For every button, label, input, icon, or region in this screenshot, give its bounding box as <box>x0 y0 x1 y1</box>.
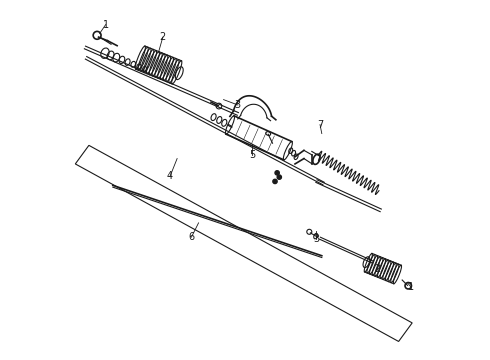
Text: 6: 6 <box>188 232 195 242</box>
Text: 3: 3 <box>314 234 319 244</box>
Text: 2: 2 <box>160 32 166 42</box>
Text: 1: 1 <box>102 19 109 30</box>
Circle shape <box>273 179 277 184</box>
Text: 5: 5 <box>249 150 255 160</box>
Circle shape <box>277 175 281 179</box>
Circle shape <box>275 171 279 175</box>
Text: 1: 1 <box>408 282 414 292</box>
Text: 7: 7 <box>317 120 323 130</box>
Text: 2: 2 <box>374 264 380 274</box>
Text: 4: 4 <box>167 171 173 181</box>
Text: 3: 3 <box>235 100 241 110</box>
